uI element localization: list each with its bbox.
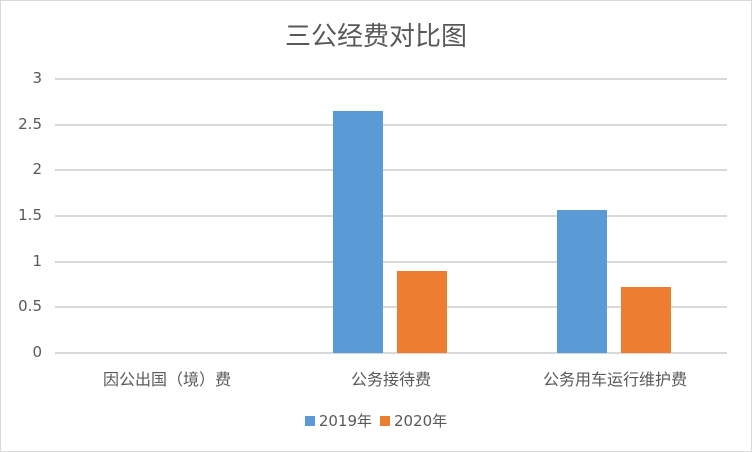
y-tick-label: 3 bbox=[32, 69, 42, 87]
plot-area bbox=[55, 78, 727, 354]
y-tick-label: 1 bbox=[32, 251, 42, 270]
gridline bbox=[55, 352, 727, 354]
bar-2019年 bbox=[557, 209, 607, 353]
y-tick-label: 1.5 bbox=[18, 206, 42, 224]
gridline bbox=[55, 123, 727, 126]
y-tick-label: 0.5 bbox=[18, 297, 42, 316]
gridline bbox=[55, 78, 727, 80]
y-tick-label: 2 bbox=[32, 160, 42, 179]
gridline bbox=[55, 215, 727, 217]
gridline bbox=[55, 169, 727, 172]
legend-label-2020: 2020年 bbox=[394, 412, 448, 430]
x-tick-label: 公务用车运行维护费 bbox=[542, 370, 687, 389]
y-tick-label: 0 bbox=[32, 343, 42, 361]
gridline bbox=[55, 306, 727, 309]
gridline bbox=[55, 260, 727, 263]
legend-label-2019: 2019年 bbox=[318, 412, 372, 430]
legend-swatch-2019 bbox=[304, 415, 315, 426]
legend: 2019年 2020年 bbox=[0, 410, 752, 431]
legend-swatch-2020 bbox=[380, 415, 390, 426]
bar-2019年 bbox=[333, 110, 383, 353]
chart-title: 三公经费对比图 bbox=[284, 22, 467, 52]
x-tick-label: 公务接待费 bbox=[350, 370, 431, 389]
y-tick-label: 2.5 bbox=[18, 114, 42, 133]
bar-2020年 bbox=[621, 287, 671, 353]
legend-item-2020: 2020年 bbox=[380, 410, 447, 431]
legend-item-2019: 2019年 bbox=[304, 410, 372, 431]
bar-2020年 bbox=[397, 270, 447, 353]
x-tick-label: 因公出国（境）费 bbox=[102, 370, 231, 389]
